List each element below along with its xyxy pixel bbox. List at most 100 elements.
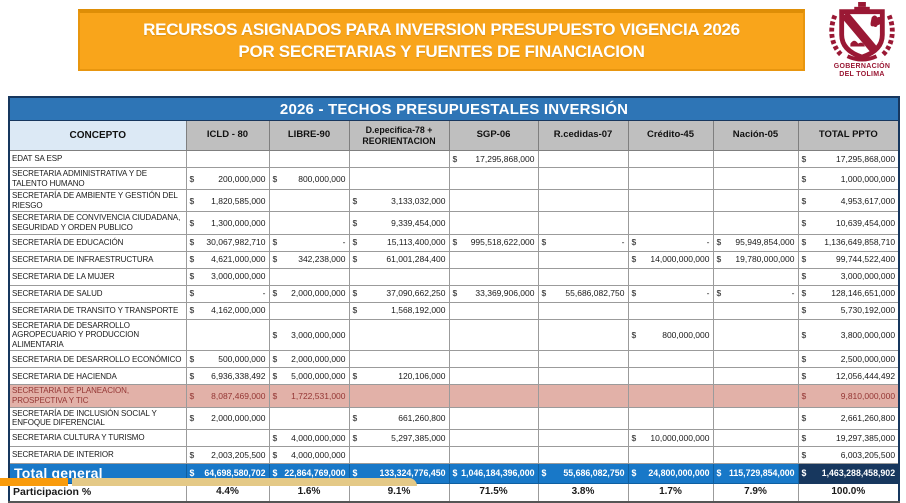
money-cell: $19,297,385,000 [797, 428, 900, 447]
money-cell [448, 350, 539, 369]
money-cell: $4,000,000,000 [268, 445, 350, 464]
money-cell: $1,820,585,000 [185, 189, 270, 213]
table-row: SECRETARIA DE PLANEACION, PROSPECTIVA Y … [8, 384, 900, 408]
money-cell: $5,297,385,000 [348, 428, 450, 447]
money-cell: $200,000,000 [185, 166, 270, 191]
money-cell [537, 318, 629, 352]
money-cell: $55,686,082,750 [537, 462, 629, 484]
logo-caption: GOBERNACIÓN DEL TOLIMA [820, 63, 904, 80]
money-cell: $99,744,522,400 [797, 250, 900, 269]
table-row: SECRETARIA DE INTERIOR $2,003,205,500 $4,0… [8, 445, 900, 464]
money-cell: $2,000,000,000 [268, 350, 350, 369]
money-cell [348, 267, 450, 286]
money-cell [185, 318, 270, 352]
money-cell [712, 350, 799, 369]
money-cell [627, 301, 714, 320]
money-cell: $5,730,192,000 [797, 301, 900, 320]
money-cell [268, 150, 350, 168]
money-cell: $3,000,000,000 [268, 318, 350, 352]
tolima-logo: GOBERNACIÓN DEL TOLIMA [820, 2, 904, 80]
money-cell: $ - [627, 284, 714, 303]
money-cell: $995,518,622,000 [448, 233, 539, 252]
money-cell [537, 166, 629, 191]
money-cell [627, 406, 714, 430]
money-cell: $9,810,000,000 [797, 384, 900, 408]
table-title-row: 2026 - TECHOS PRESUPUESTALES INVERSIÓN [8, 96, 900, 121]
column-header-2: LIBRE-90 [268, 120, 350, 151]
money-cell: $500,000,000 [185, 350, 270, 369]
money-cell [712, 267, 799, 286]
money-cell [348, 445, 450, 464]
money-cell: $2,000,000,000 [268, 284, 350, 303]
money-cell [348, 150, 450, 168]
money-cell [627, 267, 714, 286]
money-cell: $800,000,000 [627, 318, 714, 352]
title-banner: RECURSOS ASIGNADOS PARA INVERSION PRESUP… [78, 9, 805, 71]
money-cell: $3,000,000,000 [185, 267, 270, 286]
money-cell [268, 301, 350, 320]
money-cell [185, 150, 270, 168]
money-cell [448, 166, 539, 191]
money-cell: $4,162,000,000 [185, 301, 270, 320]
money-cell: $1,000,000,000 [797, 166, 900, 191]
money-cell [268, 267, 350, 286]
banner-line1: RECURSOS ASIGNADOS PARA INVERSION PRESUP… [143, 19, 740, 39]
money-cell: $120,106,000 [348, 367, 450, 386]
money-cell: $1,722,531,000 [268, 384, 350, 408]
money-cell [712, 367, 799, 386]
concept-cell: SECRETARIA DE TRANSITO Y TRANSPORTE [8, 301, 187, 320]
money-cell: $8,087,469,000 [185, 384, 270, 408]
money-cell: $6,003,205,500 [797, 445, 900, 464]
logo-caption-line2: DEL TOLIMA [839, 71, 885, 79]
table-row: SECRETARIA DE LA MUJER $3,000,000,000 $3,0… [8, 267, 900, 286]
money-cell [712, 318, 799, 352]
concept-cell: SECRETARIA DE DESARROLLO AGROPECUARIO Y … [8, 318, 187, 352]
table-row: SECRETARIA DE SALUD $ - $2,000,000,000 $37,0… [8, 284, 900, 303]
money-cell: $2,000,000,000 [185, 406, 270, 430]
table-row: SECRETARIA DE DESARROLLO ECONÓMICO $500,0… [8, 350, 900, 369]
money-cell: $24,800,000,000 [627, 462, 714, 484]
money-cell [627, 166, 714, 191]
money-cell [712, 189, 799, 213]
money-cell: $1,463,288,458,902 [797, 462, 900, 484]
money-cell [448, 406, 539, 430]
money-cell: $1,300,000,000 [185, 211, 270, 235]
money-cell [537, 406, 629, 430]
money-cell: $9,339,454,000 [348, 211, 450, 235]
column-header-3: D.epecifica-78 + REORIENTACION [348, 120, 450, 151]
concept-cell: SECRETARIA DE INTERIOR [8, 445, 187, 464]
money-cell [448, 318, 539, 352]
table-row: SECRETARIA ADMINISTRATIVA Y DE TALENTO H… [8, 166, 900, 191]
money-cell: $ - [537, 233, 629, 252]
money-cell [712, 211, 799, 235]
concept-cell: SECRETARÍA DE AMBIENTE Y GESTIÓN DEL RIE… [8, 189, 187, 213]
money-cell: $14,000,000,000 [627, 250, 714, 269]
money-cell: $55,686,082,750 [537, 284, 629, 303]
money-cell: $95,949,854,000 [712, 233, 799, 252]
money-cell [537, 384, 629, 408]
money-cell: $3,133,032,000 [348, 189, 450, 213]
money-cell [448, 445, 539, 464]
money-cell [627, 445, 714, 464]
table-row: SECRETARIA DE CONVIVENCIA CIUDADANA, SEG… [8, 211, 900, 235]
money-cell: $1,046,184,396,000 [448, 462, 539, 484]
money-cell [537, 367, 629, 386]
money-cell [268, 211, 350, 235]
table-row: SECRETARÍA DE AMBIENTE Y GESTIÓN DEL RIE… [8, 189, 900, 213]
table-title: 2026 - TECHOS PRESUPUESTALES INVERSIÓN [8, 96, 900, 121]
total-general-row: Total general $64,698,580,702 $22,864,769,… [8, 462, 900, 484]
concept-cell: SECRETARIA CULTURA Y TURISMO [8, 428, 187, 447]
concept-cell: SECRETARIA DE SALUD [8, 284, 187, 303]
money-cell: $2,500,000,000 [797, 350, 900, 369]
money-cell: $12,056,444,492 [797, 367, 900, 386]
logo-caption-line1: GOBERNACIÓN [833, 63, 891, 70]
money-cell [448, 250, 539, 269]
money-cell [448, 301, 539, 320]
column-header-6: Crédito-45 [627, 120, 714, 151]
money-cell [627, 350, 714, 369]
money-cell [712, 166, 799, 191]
column-header-7: Nación-05 [712, 120, 799, 151]
money-cell [268, 189, 350, 213]
money-cell: $5,000,000,000 [268, 367, 350, 386]
money-cell [448, 211, 539, 235]
